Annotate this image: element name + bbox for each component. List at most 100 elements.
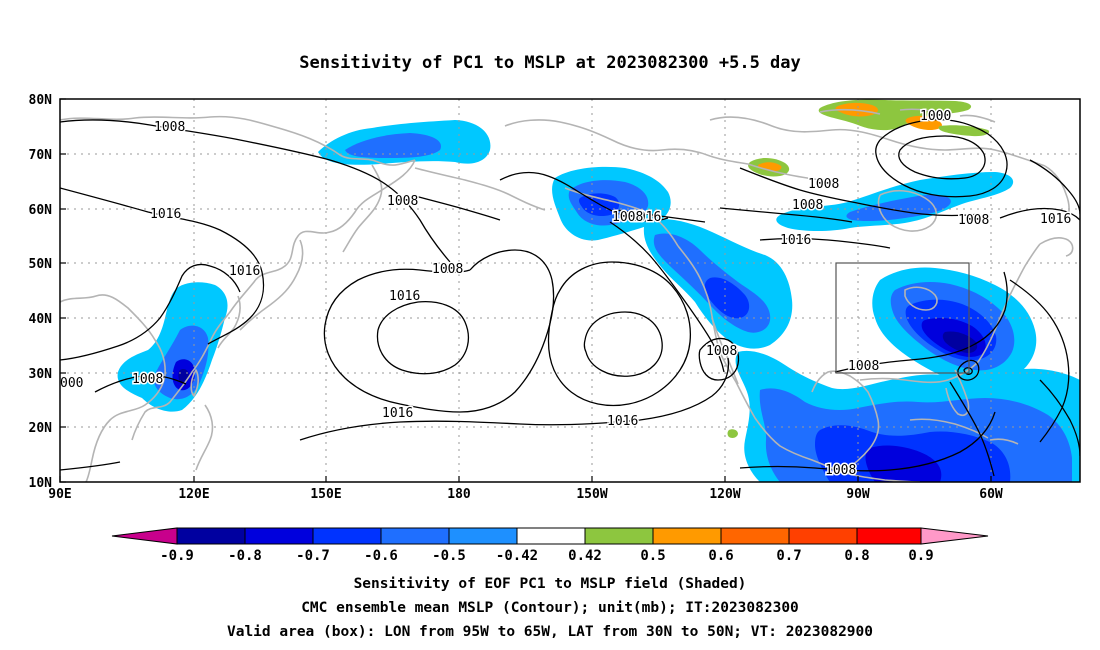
shade-pos-small: [727, 429, 738, 438]
contour-label: 1008: [132, 372, 163, 387]
contour-high-west: [323, 249, 555, 413]
colorbar-box: [584, 527, 654, 545]
colorbar-label: 0.6: [708, 548, 733, 564]
contour-high-west-inner: [376, 300, 469, 375]
coast-southchina: [60, 294, 166, 482]
contour-1008-canada: [739, 167, 981, 217]
contour-label: 1008: [958, 213, 989, 228]
contour-label: 1008: [848, 359, 879, 374]
contour-atlantic-trough: [949, 381, 995, 477]
shade-caribbean-core2: [865, 445, 942, 482]
contour-1008-westus: [698, 337, 740, 381]
contour-1016-north-atl: [1029, 159, 1080, 215]
lon-tick-label: 90W: [846, 487, 870, 502]
lon-labels: 90E 120E 150E 180 150W 120W 90W 60W: [48, 487, 1003, 502]
colorbar-label: -0.5: [432, 548, 466, 564]
map-frame: [59, 98, 1081, 483]
coast-gulfmexico: [811, 370, 880, 473]
colorbar-box: [176, 527, 246, 545]
coast-hispaniola: [989, 438, 1019, 445]
coastlines: [60, 108, 1074, 482]
lon-tick-label: 60W: [979, 487, 1003, 502]
lon-tick-label: 90E: [48, 487, 71, 502]
contour-1016-east: [999, 207, 1080, 221]
valid-area-box: [835, 262, 970, 374]
contour-label: 1016: [780, 233, 811, 248]
contour-label: 1016: [150, 207, 181, 222]
contour-label: 1016: [229, 264, 260, 279]
coast-florida: [945, 369, 970, 417]
coast-japan: [239, 239, 304, 331]
coast-philippines: [195, 404, 214, 471]
colorbar-box: [516, 527, 586, 545]
contour-1008-eastasia: [94, 374, 187, 393]
colorbar-label: 0.5: [640, 548, 665, 564]
contour-labels: 1008 1008 1016 1016 1008 1008 1016 1008 …: [60, 108, 1073, 480]
contour-label: 1008: [808, 177, 839, 192]
contour-label: 1008: [154, 120, 185, 135]
lat-labels: 80N 70N 60N 50N 40N 30N 20N 10N: [29, 93, 53, 491]
coast-canada-north: [709, 116, 1046, 167]
coast-alaska: [504, 119, 836, 183]
colorbar-high-triangle: [920, 527, 989, 545]
contour-1008-atlantic: [834, 271, 1008, 373]
colorbar-box: [788, 527, 858, 545]
caption-line-3: Valid area (box): LON from 95W to 65W, L…: [227, 624, 873, 640]
contour-low-center-inner: [963, 367, 973, 375]
coast-bajacalifornia: [711, 317, 739, 385]
lon-tick-label: 180: [447, 487, 471, 502]
colorbar-label: 0.42: [568, 548, 602, 564]
captions: Sensitivity of EOF PC1 to MSLP field (Sh…: [227, 576, 873, 640]
lat-tick-label: 10N: [29, 476, 53, 491]
colorbar-label: 0.8: [844, 548, 869, 564]
coast-westcoast: [677, 245, 843, 473]
contour-label: 1008: [706, 344, 737, 359]
contour-1008-nw: [60, 119, 451, 263]
lon-tick-label: 150W: [576, 487, 607, 502]
lat-tick-label: 60N: [29, 203, 53, 218]
contour-label: 1008: [825, 463, 856, 478]
mslp-contours: [60, 118, 1080, 477]
colorbar-box: [380, 527, 450, 545]
coast-korea: [217, 295, 241, 349]
contour-1016-canada: [759, 237, 891, 249]
contour-1016-westpac-sw: [60, 461, 121, 471]
contour-high-east-inner: [583, 311, 663, 377]
colorbar-box: [244, 527, 314, 545]
colorbar-low-triangle: [111, 527, 178, 545]
coast-hudson: [877, 189, 938, 232]
contour-1008-canada2: [719, 207, 853, 223]
contour-label: 1016: [1040, 212, 1071, 227]
colorbar-label: -0.7: [296, 548, 330, 564]
contour-1016-south-pacific: [299, 357, 730, 441]
colorbar-label: -0.9: [160, 548, 194, 564]
contour-label: 1008: [432, 262, 463, 277]
contour-label: 1000: [920, 109, 951, 124]
map-panel: 1008 1008 1016 1016 1008 1008 1016 1008 …: [29, 93, 1081, 502]
shade-bering-inner: [345, 133, 441, 158]
contour-label: 000: [60, 376, 83, 391]
lat-tick-label: 80N: [29, 93, 53, 108]
coast-newfoundland: [1039, 237, 1074, 257]
coast-taiwan: [190, 369, 199, 397]
colorbar-box: [448, 527, 518, 545]
coast-greatlakes: [904, 286, 938, 311]
coast-asia-east: [131, 159, 416, 441]
colorbar-box: [856, 527, 922, 545]
contour-1008-n-pacific-2: [414, 195, 501, 221]
figure-title: Sensitivity of PC1 to MSLP at 2023082300…: [299, 53, 801, 73]
contour-1000-low-inner: [898, 135, 986, 180]
colorbar-box: [720, 527, 790, 545]
contour-label: 1016: [607, 414, 638, 429]
contour-label: 1016: [630, 210, 661, 225]
contour-1008-south: [739, 411, 996, 472]
coast-greenland: [1044, 165, 1070, 223]
contour-label: 1008: [387, 194, 418, 209]
coast-alaska-south: [564, 187, 679, 247]
colorbar-label: -0.42: [496, 548, 538, 564]
caption-line-2: CMC ensemble mean MSLP (Contour); unit(m…: [301, 600, 799, 616]
lat-tick-label: 70N: [29, 148, 53, 163]
contour-1016-nwcanada: [615, 209, 706, 223]
contour-label: 1008: [612, 210, 643, 225]
